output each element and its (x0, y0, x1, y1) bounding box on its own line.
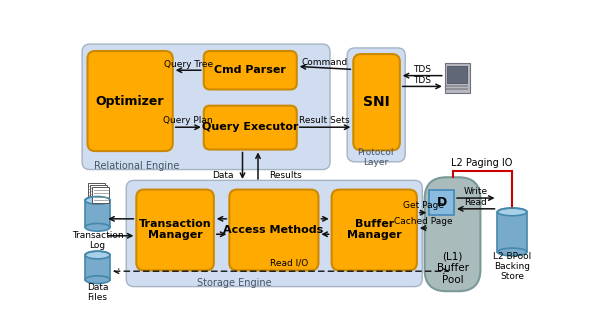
FancyBboxPatch shape (87, 183, 104, 198)
Text: L2 Paging IO: L2 Paging IO (451, 158, 513, 169)
FancyBboxPatch shape (229, 190, 319, 270)
Bar (446, 86, 468, 87)
FancyBboxPatch shape (204, 106, 297, 149)
FancyBboxPatch shape (82, 44, 330, 170)
Text: Access Methods: Access Methods (223, 225, 324, 234)
Bar (446, 88, 468, 89)
Text: Read: Read (464, 198, 487, 207)
FancyBboxPatch shape (92, 187, 109, 203)
Bar (85, 255, 110, 280)
Text: Data
Files: Data Files (87, 283, 108, 303)
Text: Relational Engine: Relational Engine (93, 161, 179, 171)
Bar (429, 190, 454, 215)
FancyBboxPatch shape (90, 185, 107, 200)
Text: Storage Engine: Storage Engine (197, 278, 272, 288)
Bar (446, 85, 468, 86)
FancyBboxPatch shape (425, 177, 480, 291)
Ellipse shape (498, 248, 527, 256)
Bar (446, 89, 468, 90)
Ellipse shape (85, 197, 110, 204)
Text: Query Plan: Query Plan (163, 116, 213, 125)
Ellipse shape (85, 251, 110, 259)
FancyBboxPatch shape (137, 190, 214, 270)
FancyBboxPatch shape (331, 190, 417, 270)
Text: Cached Page: Cached Page (394, 217, 452, 226)
Text: SNI: SNI (363, 95, 390, 109)
Text: Cmd Parser: Cmd Parser (214, 65, 286, 75)
Text: Read I/O: Read I/O (270, 259, 308, 268)
Text: Results: Results (269, 171, 302, 180)
Ellipse shape (85, 276, 110, 283)
Text: Query Tree: Query Tree (164, 60, 213, 69)
Bar (445, 63, 470, 92)
FancyBboxPatch shape (353, 54, 400, 150)
Text: Protocol
Layer: Protocol Layer (358, 147, 394, 167)
Ellipse shape (498, 208, 527, 216)
Bar (85, 200, 110, 227)
FancyBboxPatch shape (87, 51, 173, 151)
Text: TDS: TDS (413, 65, 432, 74)
Text: Result Sets: Result Sets (299, 116, 350, 125)
Text: D: D (436, 196, 447, 209)
Ellipse shape (85, 223, 110, 231)
FancyBboxPatch shape (347, 48, 405, 162)
Text: Query Executor: Query Executor (202, 122, 299, 132)
Bar (447, 66, 467, 83)
Text: TDS: TDS (413, 76, 432, 85)
Text: Get Page: Get Page (402, 201, 444, 210)
Bar (498, 212, 527, 252)
FancyBboxPatch shape (126, 180, 422, 287)
Text: Buffer
Manager: Buffer Manager (347, 219, 402, 241)
FancyBboxPatch shape (204, 51, 297, 89)
Text: Command: Command (302, 58, 348, 67)
Text: Optimizer: Optimizer (96, 94, 164, 108)
Text: Data: Data (212, 171, 233, 180)
Text: Transaction
Manager: Transaction Manager (139, 219, 211, 241)
Text: L2 BPool
Backing
Store: L2 BPool Backing Store (493, 252, 531, 281)
Text: Write: Write (464, 187, 488, 196)
Text: Transaction
Log: Transaction Log (72, 231, 123, 250)
Text: (L1)
Buffer
Pool: (L1) Buffer Pool (436, 252, 469, 285)
